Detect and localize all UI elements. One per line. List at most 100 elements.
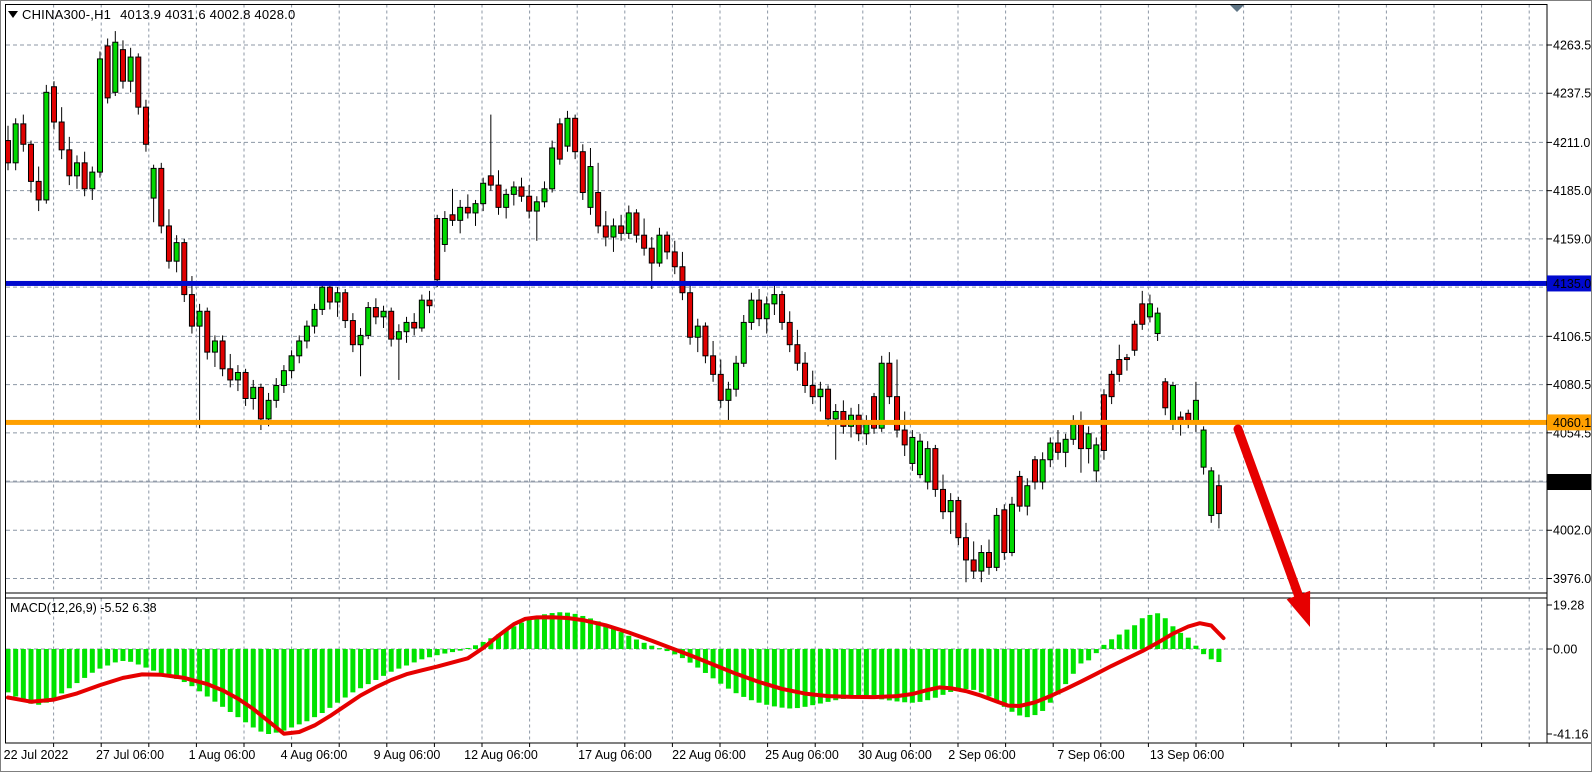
- horizontal-lines-layer[interactable]: [6, 280, 1547, 425]
- candle-body: [1047, 442, 1054, 461]
- macd-histogram-bar: [595, 621, 601, 649]
- candle-body: [265, 399, 272, 420]
- macd-histogram-bar: [335, 649, 341, 703]
- macd-histogram-bar: [365, 649, 371, 685]
- candle-body: [27, 143, 34, 182]
- macd-histogram-bar: [1070, 649, 1076, 674]
- price-axis[interactable]: 4263.5 4237.5 4211.0 4185.0 4159.0 4106.5 4080…: [1547, 39, 1592, 742]
- candle-body: [242, 372, 249, 399]
- candle-body: [142, 106, 149, 145]
- macd-histogram-bar: [465, 647, 471, 649]
- time-axis[interactable]: 22 Jul 2022 27 Jul 06:00 1 Aug 06:00 4 Aug …: [4, 743, 1530, 762]
- time-axis-label: 13 Sep 06:00: [1150, 748, 1224, 762]
- candle-body: [43, 91, 50, 201]
- symbol-dropdown-icon[interactable]: [8, 11, 18, 18]
- macd-histogram-bar: [434, 649, 440, 656]
- macd-histogram-bar: [848, 649, 854, 699]
- macd-histogram-bar: [128, 649, 134, 662]
- hline-object[interactable]: [6, 419, 1547, 425]
- macd-histogram-bar: [779, 649, 785, 708]
- candle-body: [1116, 359, 1123, 375]
- macd-histogram-bar: [296, 649, 302, 725]
- macd-histogram-bar: [373, 649, 379, 680]
- chart-shift-marker-icon[interactable]: [1230, 5, 1244, 12]
- candle-body: [196, 310, 203, 327]
- bid-price-tag-text: 4028.0: [1553, 476, 1591, 490]
- candle-body: [1208, 470, 1215, 516]
- chart-title: CHINA300-,H1 4013.9 4031.6 4002.8 4028.0: [22, 7, 295, 22]
- candle-body: [449, 214, 456, 221]
- candle-body: [1185, 412, 1192, 422]
- macd-histogram-bar: [764, 649, 770, 705]
- candle-body: [1054, 442, 1061, 453]
- macd-histogram-bar: [994, 649, 1000, 702]
- macd-histogram-bar: [871, 649, 877, 699]
- candle-body: [794, 344, 801, 364]
- macd-histogram-bar: [1147, 614, 1153, 649]
- price-axis-label: 4106.5: [1553, 330, 1591, 344]
- macd-histogram-bar: [503, 630, 509, 649]
- candle-body: [871, 396, 878, 429]
- macd-histogram-bar: [825, 649, 831, 702]
- macd-histogram-bar: [802, 649, 808, 707]
- time-axis-label: 22 Jul 2022: [4, 748, 69, 762]
- trend-arrow-head[interactable]: [1286, 590, 1311, 627]
- macd-histogram-bar: [181, 649, 187, 683]
- trend-arrow-shaft[interactable]: [1233, 424, 1303, 600]
- candle-body: [227, 368, 234, 381]
- price-axis-label: 4185.0: [1553, 184, 1591, 198]
- candle-body: [1077, 422, 1084, 450]
- candle-body: [96, 58, 103, 173]
- macd-histogram-bar: [151, 649, 157, 671]
- candle-body: [234, 372, 241, 381]
- candle-body: [740, 321, 747, 364]
- macd-histogram-bar: [963, 649, 969, 690]
- macd-histogram-bar: [143, 649, 149, 668]
- macd-histogram-bar: [664, 649, 670, 652]
- macd-histogram-bar: [1216, 649, 1222, 663]
- macd-histogram-bar: [641, 642, 647, 649]
- candle-body: [1008, 503, 1015, 554]
- candle-body: [204, 310, 211, 353]
- candle-body: [5, 140, 11, 164]
- candle-body: [288, 355, 295, 372]
- macd-histogram-bar: [541, 614, 547, 649]
- macd-histogram-bar: [59, 649, 65, 694]
- candle-body: [1192, 399, 1199, 424]
- macd-histogram-bar: [227, 649, 233, 712]
- macd-histogram-bar: [840, 649, 846, 699]
- candle-body: [342, 292, 349, 322]
- candle-body: [303, 325, 310, 342]
- candle-body: [748, 299, 755, 323]
- time-axis-label: 4 Aug 06:00: [281, 748, 348, 762]
- candle-body: [58, 121, 65, 151]
- macd-histogram-bar: [1047, 649, 1053, 703]
- candle-body: [625, 212, 632, 234]
- candle-body: [779, 294, 786, 323]
- hline-object[interactable]: [6, 280, 1547, 286]
- macd-histogram-bar: [13, 649, 19, 697]
- macd-histogram-bar: [587, 618, 593, 649]
- macd-axis-label: 0.00: [1553, 643, 1577, 657]
- candle-body: [763, 303, 770, 320]
- candle-body: [564, 117, 571, 147]
- candle-body: [1031, 459, 1038, 483]
- macd-histogram-bar: [810, 649, 816, 706]
- candle-body: [985, 552, 992, 568]
- candle-body: [1085, 433, 1092, 450]
- macd-histogram-bar: [97, 649, 103, 669]
- macd-histogram-bar: [917, 649, 923, 702]
- macd-histogram-bar: [43, 649, 49, 703]
- bid-price-tag: [1547, 474, 1591, 491]
- candle-body: [940, 488, 947, 513]
- candle-body: [250, 386, 257, 399]
- candle-body: [510, 186, 517, 195]
- macd-histogram-bar: [189, 649, 195, 687]
- annotations-layer[interactable]: [1230, 5, 1311, 627]
- macd-histogram-bar: [564, 612, 570, 649]
- macd-histogram-bar: [235, 649, 241, 718]
- macd-histogram-bar: [1116, 634, 1122, 649]
- panel-splitter[interactable]: [5, 592, 1548, 599]
